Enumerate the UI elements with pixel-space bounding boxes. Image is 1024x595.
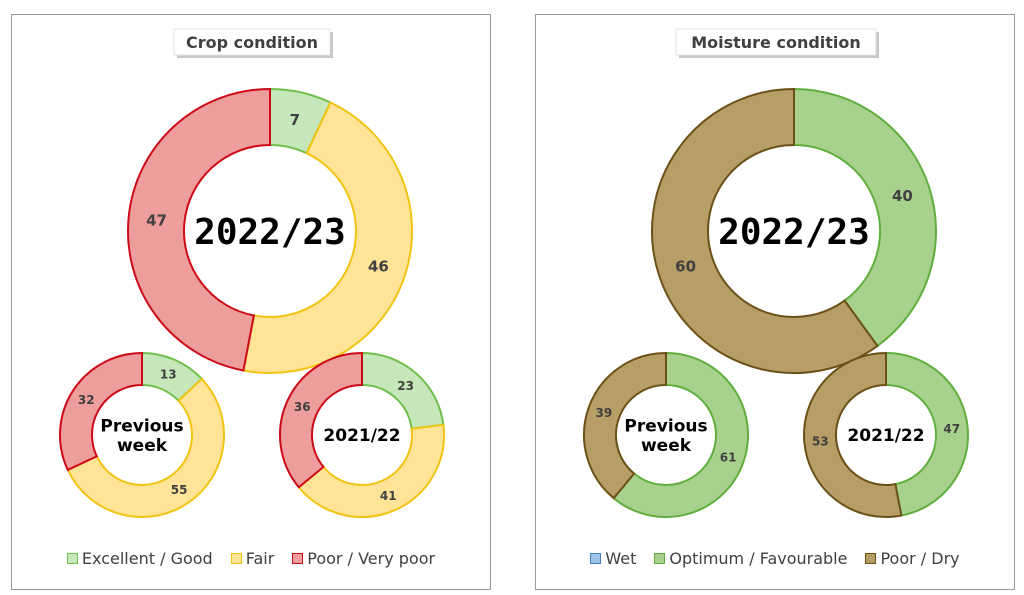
- data-label-poor-very-poor: 36: [294, 400, 311, 414]
- legend-label: Fair: [245, 549, 275, 568]
- legend-swatch-poor-dry: [865, 553, 877, 564]
- legend-swatch-optimum-favourable: [654, 553, 666, 564]
- legend-item-optimum-favourable: Optimum / Favourable: [654, 549, 847, 568]
- donut-center-label: Previous: [624, 416, 707, 436]
- donut-center-label: week: [641, 436, 692, 456]
- data-label-excellent-good: 23: [397, 379, 414, 393]
- legend-label: Excellent / Good: [81, 549, 213, 568]
- donut-segment-fair: [242, 101, 413, 374]
- legend-item-excellent-good: Excellent / Good: [66, 549, 213, 568]
- moisture-condition-chart: Moisture condition-40602022/236139Previo…: [583, 28, 969, 518]
- data-label-excellent-good: 13: [160, 368, 177, 382]
- data-label-fair: 55: [171, 483, 188, 497]
- donut-segment-poor-very-poor: [279, 351, 363, 489]
- donut-2022-23: 7 46 47 2022/23: [127, 87, 413, 374]
- data-label-excellent-good: 7: [290, 111, 300, 129]
- donut-center-label: 2022/23: [718, 212, 870, 253]
- legend-label: Poor / Very poor: [307, 549, 436, 568]
- donut-center-label: Previous: [100, 416, 183, 436]
- legend-item-poor-dry: Poor / Dry: [865, 549, 960, 568]
- legend-label: Wet: [605, 549, 637, 568]
- donut-segment-poor-very-poor: [127, 87, 271, 372]
- data-label-poor-dry: 39: [596, 406, 613, 420]
- crop-condition-panel: Crop condition 7 46 47 2022/23 13 55 32 Previous…: [11, 14, 491, 590]
- data-label-optimum-favourable: 61: [720, 451, 737, 465]
- donut-center-label: 2022/23: [194, 212, 346, 253]
- donut-center-label: 2021/22: [323, 426, 400, 446]
- legend-swatch-excellent-good: [66, 553, 78, 564]
- legend-item-wet: Wet: [590, 549, 636, 568]
- data-label-poor-dry: 53: [812, 435, 829, 449]
- donut-segment-optimum-favourable: [793, 87, 937, 348]
- chart-title-box: [173, 28, 331, 56]
- legend-item-fair: Fair: [230, 549, 275, 568]
- donut-segment-poor-very-poor: [59, 351, 143, 472]
- donut-center-label: week: [117, 436, 168, 456]
- chart-title: Crop condition: [186, 33, 318, 52]
- legend-item-poor-very-poor: Poor / Very poor: [292, 549, 435, 568]
- moisture-condition-panel: Moisture condition-40602022/236139Previo…: [535, 14, 1015, 590]
- donut-center-label: 2021/22: [847, 426, 924, 446]
- data-label-fair: 46: [368, 258, 389, 276]
- donut-segment-optimum-favourable: [612, 351, 749, 518]
- moisture-legend: Wet Optimum / Favourable Poor / Dry: [536, 549, 1014, 568]
- chart-title-box: [675, 28, 877, 56]
- crop-condition-chart: Crop condition 7 46 47 2022/23 13 55 32 Previous…: [59, 28, 445, 518]
- donut-segment-poor-dry: [583, 351, 667, 500]
- legend-swatch-wet: [590, 553, 602, 564]
- data-label-fair: 41: [380, 489, 397, 503]
- data-label-optimum-favourable: 40: [892, 187, 913, 205]
- legend-label: Optimum / Favourable: [669, 549, 848, 568]
- legend-swatch-fair: [230, 553, 242, 564]
- data-label-optimum-favourable: 47: [943, 422, 960, 436]
- donut-segment-poor-dry: [651, 87, 879, 374]
- donut-segment-optimum-favourable: [885, 351, 969, 517]
- chart-title: Moisture condition: [691, 33, 861, 52]
- crop-legend: Excellent / Good Fair Poor / Very poor: [12, 549, 490, 568]
- data-label-poor-very-poor: 47: [146, 212, 167, 230]
- data-label-poor-dry: 60: [675, 258, 696, 276]
- donut-2021-22: 23 41 36 2021/22: [279, 351, 445, 518]
- donut-segment-poor-dry: [803, 351, 903, 518]
- donut-segment-fair: [66, 377, 225, 518]
- donut-segment-fair: [297, 423, 445, 518]
- legend-swatch-poor-very-poor: [292, 553, 304, 564]
- data-label-poor-very-poor: 32: [78, 393, 95, 407]
- legend-label: Poor / Dry: [880, 549, 960, 568]
